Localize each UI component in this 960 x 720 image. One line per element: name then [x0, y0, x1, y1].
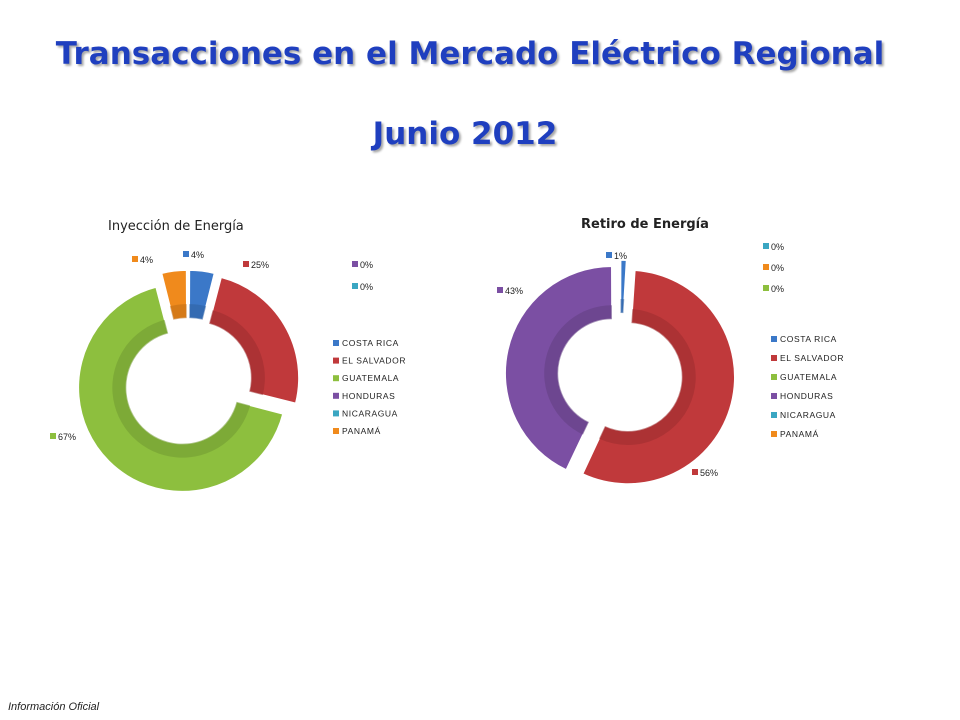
legend-marker-withdrawal-4 [771, 412, 777, 418]
data-label-withdrawal-4: 0% [771, 242, 784, 252]
data-label-marker-injection-5 [132, 256, 138, 262]
data-label-marker-injection-3 [352, 261, 358, 267]
data-label-marker-injection-4 [352, 283, 358, 289]
legend-item-withdrawal-3: HONDURAS [780, 391, 833, 401]
data-label-marker-withdrawal-3 [497, 287, 503, 293]
slice-withdrawal-honduras [504, 265, 613, 471]
data-label-injection-4: 0% [360, 282, 373, 292]
data-label-marker-withdrawal-5 [763, 264, 769, 270]
data-label-marker-withdrawal-1 [692, 469, 698, 475]
data-label-marker-withdrawal-4 [763, 243, 769, 249]
legend-marker-withdrawal-1 [771, 355, 777, 361]
slice-injection-el-salvador [208, 276, 300, 405]
legend-marker-injection-5 [333, 428, 339, 434]
data-label-injection-2: 67% [58, 432, 76, 442]
legend-marker-injection-2 [333, 375, 339, 382]
data-label-marker-injection-1 [243, 261, 249, 267]
slice-shade-injection-0 [189, 304, 207, 320]
slice-shade-withdrawal-0 [620, 299, 625, 314]
legend-marker-withdrawal-5 [771, 431, 777, 437]
main-title: Transacciones en el Mercado Eléctrico Re… [55, 36, 885, 72]
data-label-injection-5: 4% [140, 255, 153, 265]
data-label-withdrawal-1: 56% [700, 468, 718, 478]
chart-title-injection: Inyección de Energía [108, 219, 244, 234]
legend-marker-withdrawal-2 [771, 374, 777, 380]
legend-marker-injection-3 [333, 392, 339, 399]
data-label-marker-withdrawal-2 [763, 285, 769, 291]
legend-item-injection-4: NICARAGUA [342, 408, 398, 418]
legend-item-injection-0: COSTA RICA [342, 338, 399, 348]
slice-injection-guatemala [77, 286, 284, 493]
legend-item-injection-5: PANAMÁ [342, 426, 381, 436]
legend-item-withdrawal-5: PANAMÁ [780, 429, 819, 439]
slice-shade-injection-1 [209, 310, 265, 396]
legend-item-injection-2: GUATEMALA [342, 373, 399, 383]
legend-item-injection-3: HONDURAS [342, 391, 395, 401]
data-label-injection-3: 0% [360, 260, 373, 270]
data-label-marker-withdrawal-0 [606, 252, 612, 258]
legend-marker-injection-1 [333, 357, 339, 364]
data-label-withdrawal-2: 0% [771, 284, 784, 294]
slice-shade-withdrawal-3 [544, 305, 612, 435]
slice-shade-withdrawal-1 [599, 309, 696, 445]
data-label-withdrawal-5: 0% [771, 263, 784, 273]
legend-item-withdrawal-4: NICARAGUA [780, 410, 836, 420]
legend-item-withdrawal-0: COSTA RICA [780, 334, 837, 344]
footer-note: Información Oficial [8, 701, 100, 713]
data-label-marker-injection-2 [50, 433, 56, 439]
subtitle: Junio 2012 [372, 116, 558, 152]
data-label-withdrawal-3: 43% [505, 286, 523, 296]
legend-marker-injection-0 [333, 340, 339, 346]
legend-marker-withdrawal-3 [771, 393, 777, 399]
legend-item-withdrawal-2: GUATEMALA [780, 372, 837, 382]
data-label-withdrawal-0: 1% [614, 251, 627, 261]
chart-title-withdrawal: Retiro de Energía [581, 217, 709, 232]
legend-item-injection-1: EL SALVADOR [342, 356, 406, 366]
data-label-injection-1: 25% [251, 260, 269, 270]
legend-item-withdrawal-1: EL SALVADOR [780, 353, 844, 363]
data-label-injection-0: 4% [191, 250, 204, 260]
slice-shade-injection-5 [169, 304, 187, 320]
legend-marker-withdrawal-0 [771, 336, 777, 342]
data-label-marker-injection-0 [183, 251, 189, 257]
slice-withdrawal-el-salvador [581, 269, 736, 485]
legend-marker-injection-4 [333, 410, 339, 417]
